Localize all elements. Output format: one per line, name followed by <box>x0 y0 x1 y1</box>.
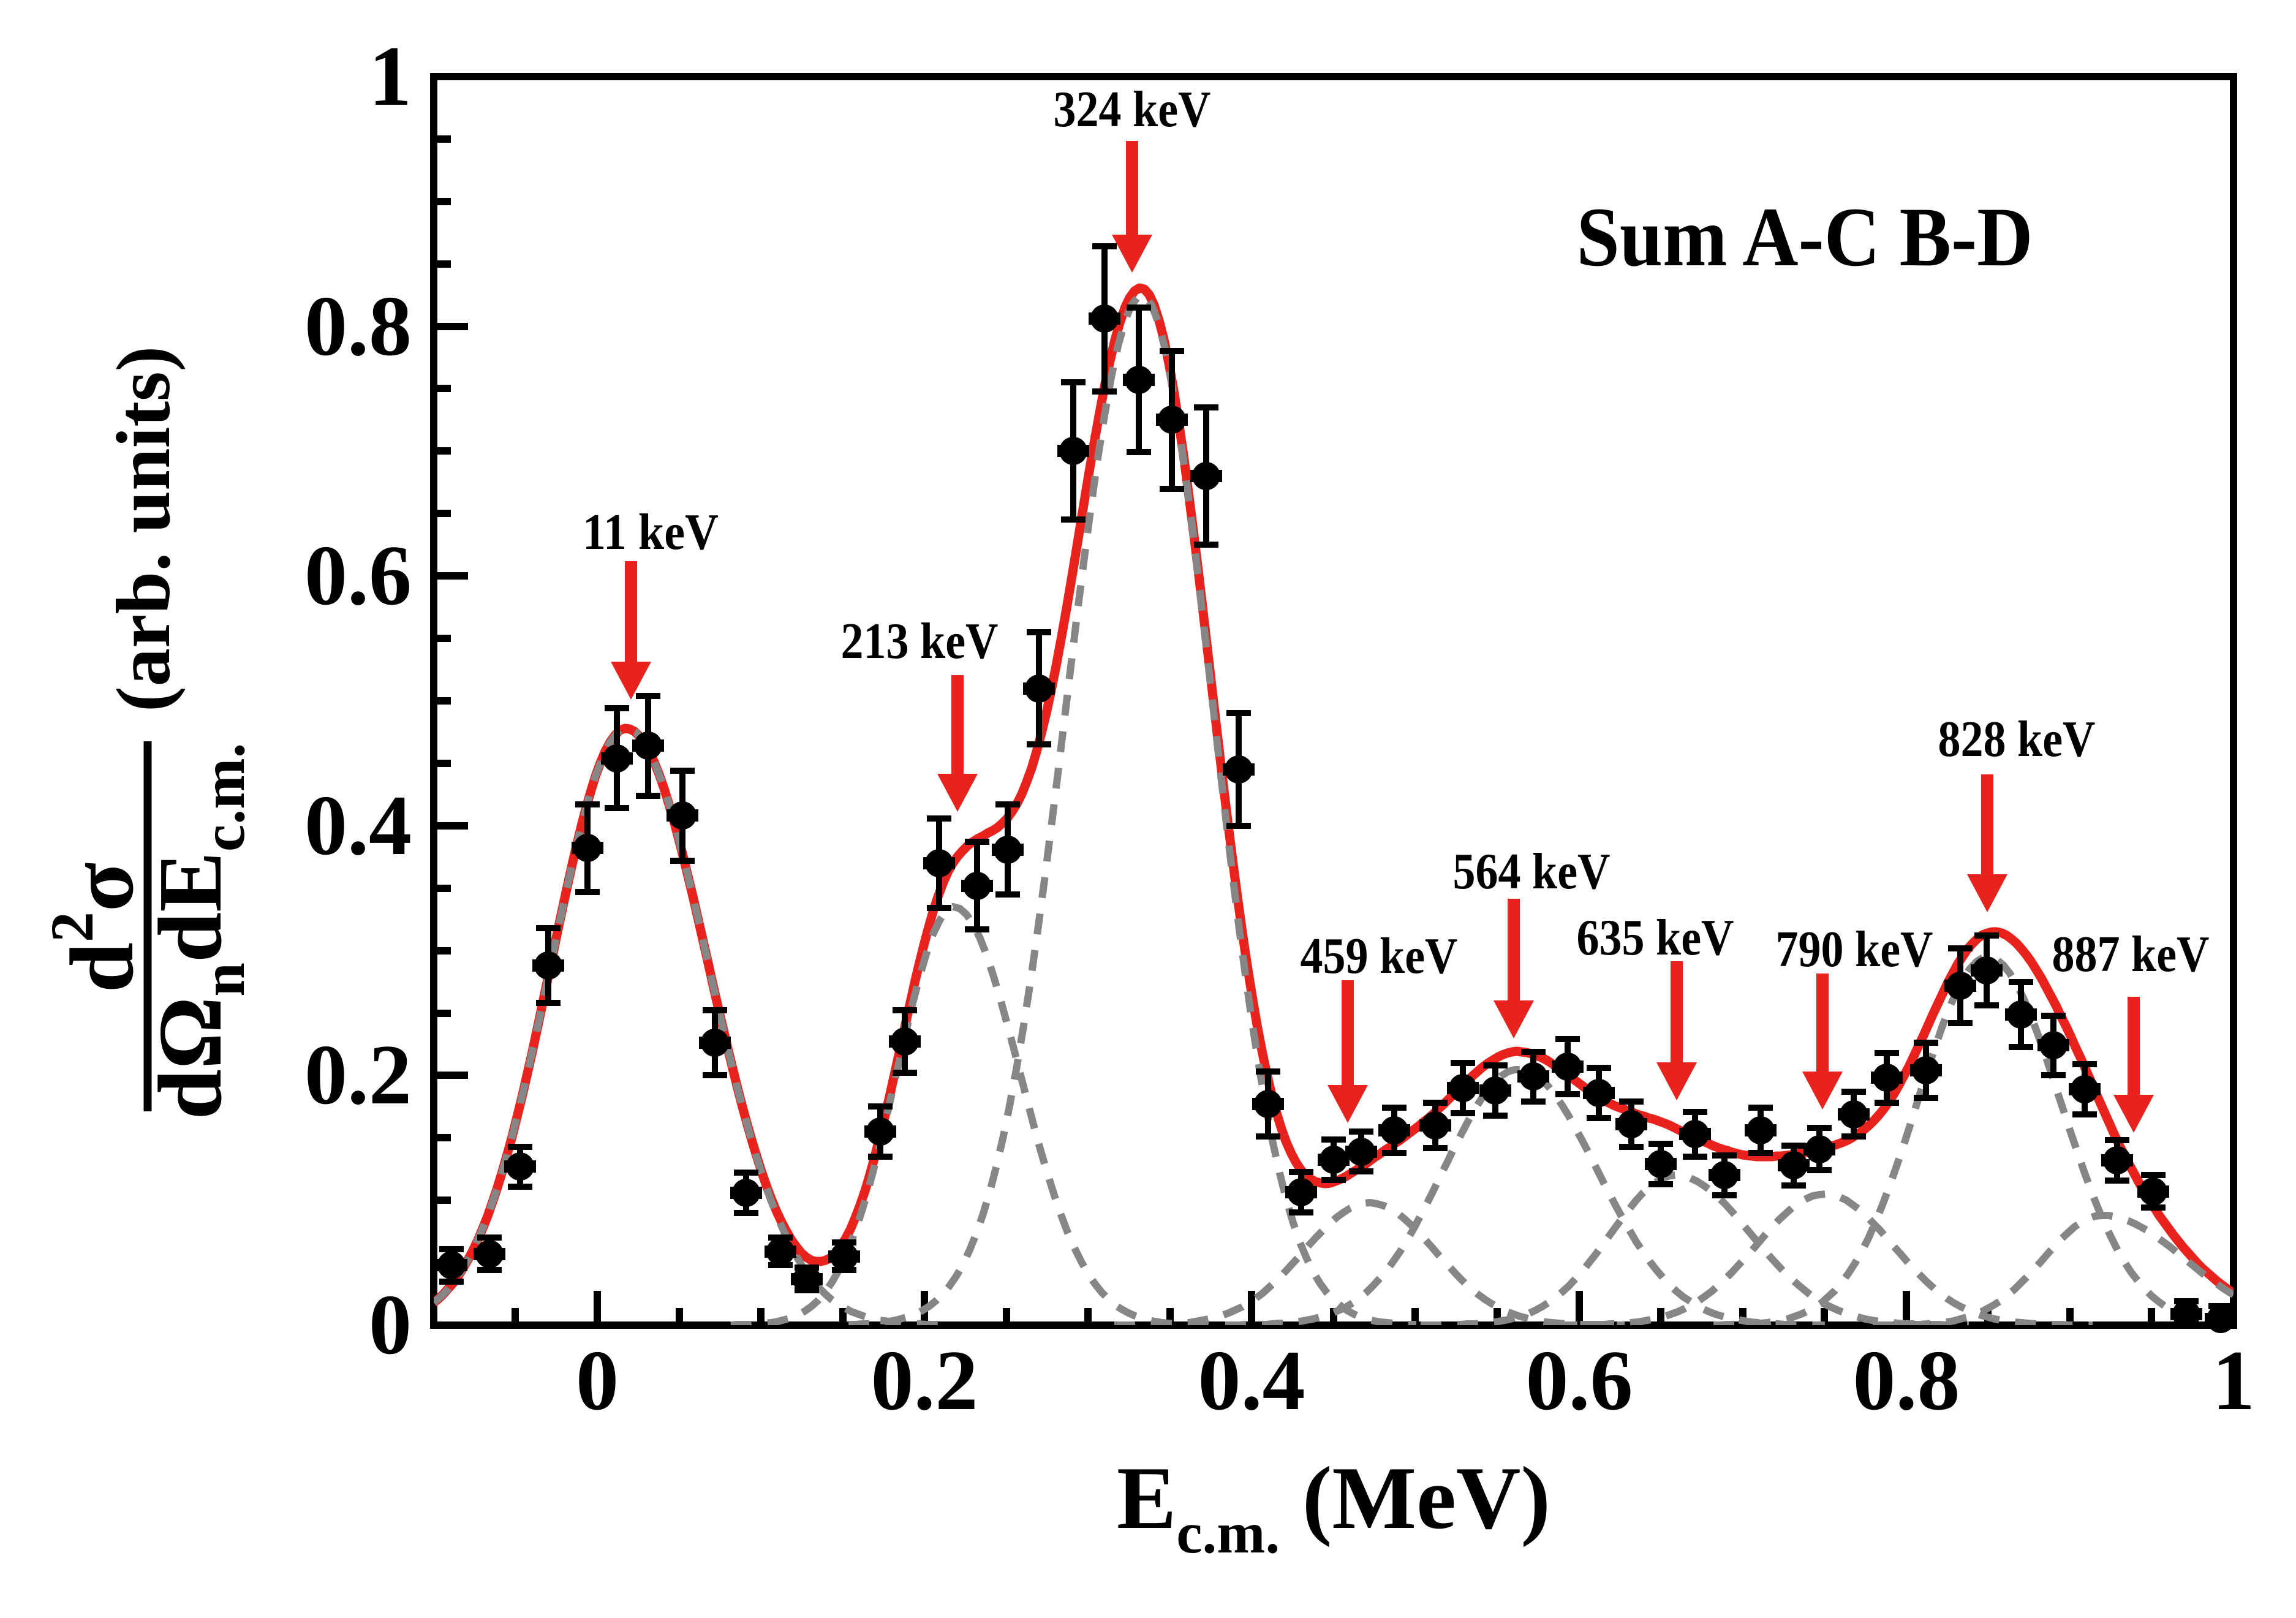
svg-text:0.2: 0.2 <box>304 1027 412 1122</box>
svg-text:Ec.m. (MeV): Ec.m. (MeV) <box>1117 1448 1550 1565</box>
svg-text:459 keV: 459 keV <box>1301 928 1458 985</box>
svg-text:828 keV: 828 keV <box>1938 711 2096 768</box>
svg-text:887 keV: 887 keV <box>2052 926 2210 983</box>
svg-text:11 keV: 11 keV <box>583 504 719 561</box>
svg-text:(arb. units): (arb. units) <box>102 346 186 712</box>
svg-text:dΩndEc.m.: dΩndEc.m. <box>140 743 257 1119</box>
svg-text:0.6: 0.6 <box>1526 1333 1633 1428</box>
svg-text:564 keV: 564 keV <box>1453 843 1611 900</box>
svg-text:324 keV: 324 keV <box>1054 81 1211 138</box>
svg-text:0.4: 0.4 <box>1198 1333 1305 1428</box>
svg-text:d2σ: d2σ <box>38 863 153 993</box>
svg-text:0.4: 0.4 <box>304 778 412 873</box>
svg-text:213 keV: 213 keV <box>841 613 999 670</box>
svg-text:0.8: 0.8 <box>1853 1333 1960 1428</box>
svg-text:0.2: 0.2 <box>871 1333 978 1428</box>
svg-text:1: 1 <box>2212 1333 2255 1428</box>
svg-text:635 keV: 635 keV <box>1577 909 1734 966</box>
svg-text:0: 0 <box>576 1333 619 1428</box>
svg-text:0.8: 0.8 <box>304 279 412 374</box>
svg-text:Sum A-C B-D: Sum A-C B-D <box>1577 190 2033 284</box>
svg-text:0: 0 <box>369 1277 412 1372</box>
svg-text:790 keV: 790 keV <box>1776 921 1933 978</box>
svg-text:1: 1 <box>369 29 412 124</box>
svg-text:0.6: 0.6 <box>304 528 412 623</box>
